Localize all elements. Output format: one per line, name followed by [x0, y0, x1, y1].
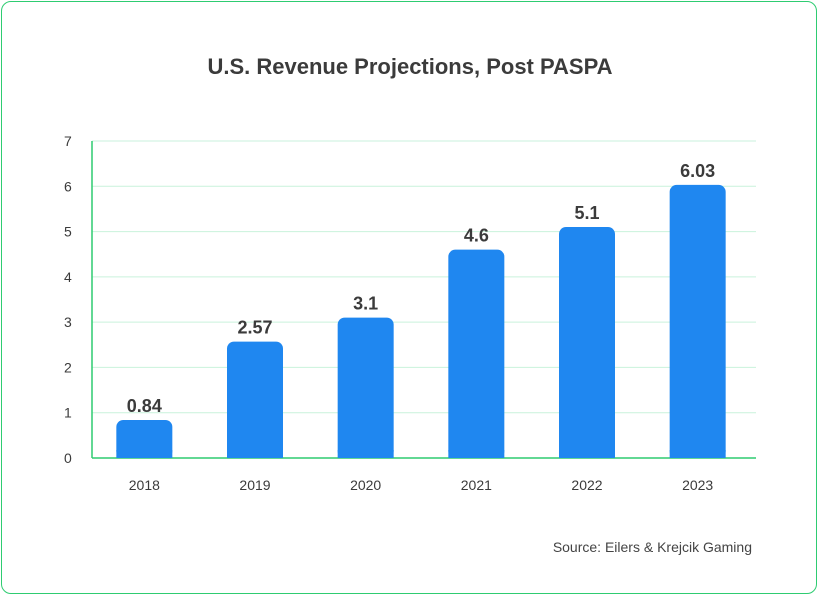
bar-base-2023	[669, 450, 726, 458]
bar-base-2019	[227, 450, 283, 458]
data-label: 4.6	[464, 226, 489, 246]
data-label: 6.03	[680, 161, 715, 181]
x-tick-label: 2019	[239, 477, 270, 493]
x-tick-label: 2020	[350, 477, 381, 493]
x-tick-label: 2022	[571, 477, 602, 493]
y-tick-label: 4	[64, 269, 72, 285]
bar-2023	[669, 184, 726, 459]
y-tick-label: 6	[64, 178, 72, 194]
data-label: 3.1	[353, 294, 378, 314]
y-tick-label: 0	[64, 450, 72, 466]
bar-2018	[116, 419, 173, 458]
source-note: Source: Eilers & Krejcik Gaming	[552, 539, 752, 555]
bar-base-2020	[337, 450, 394, 458]
bar-2022	[559, 227, 615, 458]
chart-title: U.S. Revenue Projections, Post PASPA	[207, 54, 613, 79]
x-tick-label: 2023	[682, 477, 713, 493]
data-label: 2.57	[237, 318, 272, 338]
data-label: 0.84	[127, 396, 162, 416]
y-tick-label: 5	[64, 224, 72, 240]
y-tick-label: 3	[64, 314, 72, 330]
x-tick-label: 2021	[461, 477, 492, 493]
bar-base-2022	[559, 450, 615, 458]
y-tick-label: 2	[64, 359, 72, 375]
y-tick-label: 7	[64, 133, 72, 149]
bar-base-2021	[448, 450, 505, 458]
x-tick-label: 2018	[129, 477, 160, 493]
data-label: 5.1	[574, 203, 599, 223]
y-tick-label: 1	[64, 405, 72, 421]
bar-2019	[227, 341, 283, 458]
bar-2021	[448, 249, 505, 458]
bar-2020	[337, 317, 394, 458]
bar-base-2018	[116, 450, 173, 458]
